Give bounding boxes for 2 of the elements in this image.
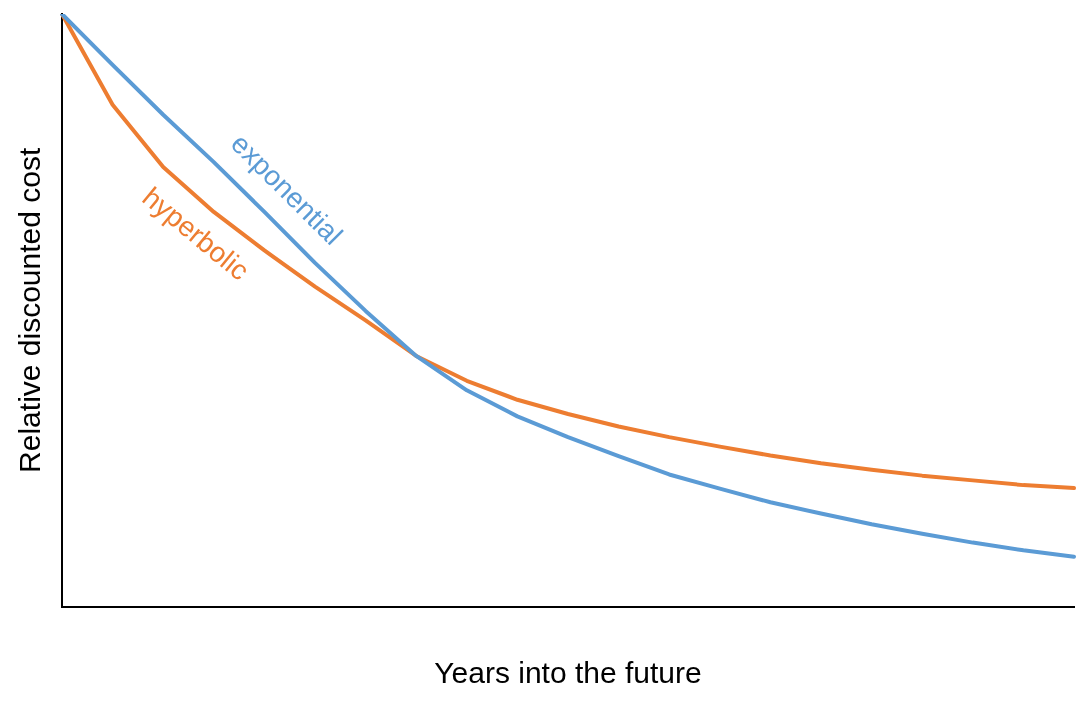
y-axis-title: Relative discounted cost <box>13 147 47 473</box>
x-axis-title: Years into the future <box>434 656 702 690</box>
